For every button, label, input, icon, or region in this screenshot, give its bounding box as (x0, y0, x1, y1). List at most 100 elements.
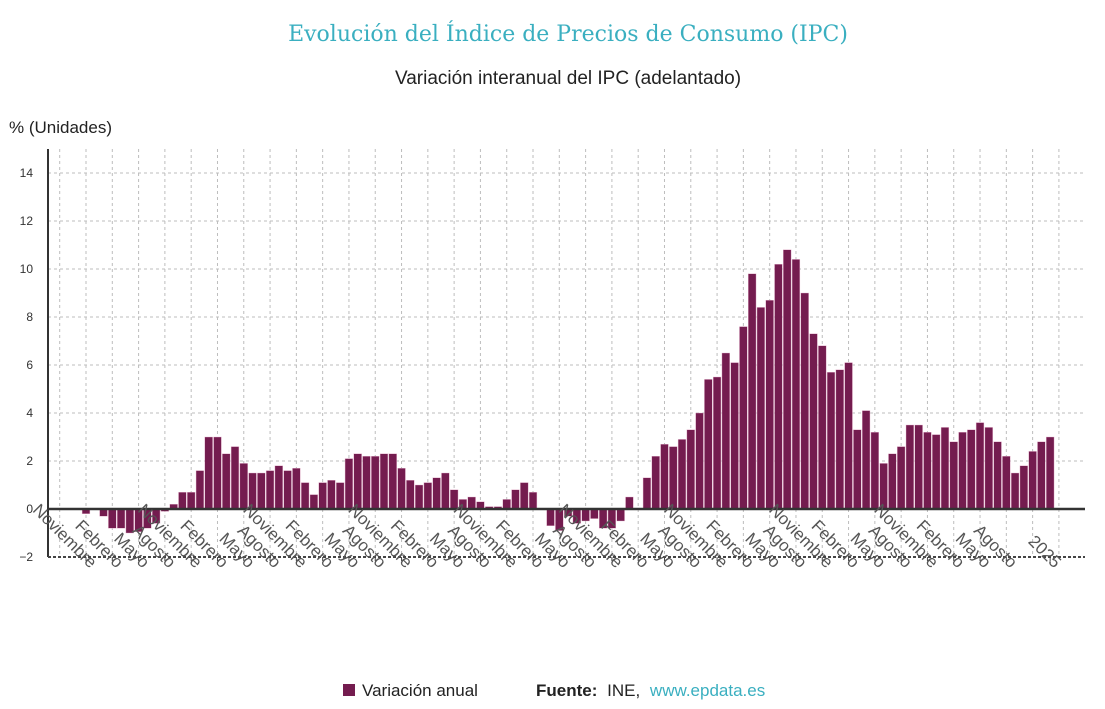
bar[interactable] (861, 410, 871, 510)
bar[interactable] (344, 458, 354, 510)
bar[interactable] (712, 376, 722, 510)
y-tick-labels: −2 0 2 4 6 8 10 12 14 (19, 166, 33, 564)
bar[interactable] (336, 482, 345, 510)
bar[interactable] (844, 362, 853, 510)
bar[interactable] (774, 264, 783, 510)
bar[interactable] (818, 345, 827, 510)
bar[interactable] (318, 482, 327, 510)
y-tick-label: 14 (20, 166, 34, 180)
bar[interactable] (274, 465, 283, 510)
bar[interactable] (388, 453, 397, 510)
bar[interactable] (397, 468, 406, 510)
bar[interactable] (826, 372, 836, 510)
bar[interactable] (835, 369, 844, 510)
bar[interactable] (686, 429, 695, 510)
bar[interactable] (116, 508, 126, 529)
legend-label[interactable]: Variación anual (362, 681, 478, 700)
bar[interactable] (905, 424, 915, 510)
bar[interactable] (301, 482, 310, 510)
bar[interactable] (283, 470, 292, 510)
bar[interactable] (949, 441, 958, 510)
bar[interactable] (178, 492, 187, 510)
bar[interactable] (914, 424, 923, 510)
bar[interactable] (975, 422, 985, 510)
bar[interactable] (783, 249, 792, 510)
bar[interactable] (695, 412, 704, 510)
bar[interactable] (739, 326, 748, 510)
bar[interactable] (1002, 456, 1011, 510)
bar[interactable] (984, 427, 993, 510)
bar[interactable] (809, 333, 818, 510)
bar[interactable] (1010, 472, 1020, 510)
y-tick-label: 6 (26, 358, 33, 372)
bar[interactable] (756, 307, 766, 510)
bar[interactable] (423, 482, 432, 510)
source: Fuente: INE, www.epdata.es (536, 681, 765, 700)
bar[interactable] (520, 482, 529, 510)
chart-subtitle: Variación interanual del IPC (adelantado… (395, 68, 741, 89)
axes (47, 149, 1085, 558)
bar[interactable] (502, 499, 511, 510)
bar[interactable] (625, 496, 634, 510)
bar[interactable] (1046, 436, 1055, 510)
bar[interactable] (327, 480, 336, 510)
legend[interactable]: Variación anual (343, 681, 478, 700)
legend-swatch (343, 684, 355, 696)
bar[interactable] (993, 441, 1002, 510)
bar[interactable] (546, 508, 555, 526)
bar[interactable] (616, 508, 625, 522)
bar[interactable] (932, 434, 941, 510)
bar[interactable] (414, 484, 424, 510)
bar[interactable] (213, 436, 222, 510)
bar[interactable] (1028, 451, 1037, 510)
bar[interactable] (967, 429, 976, 510)
bar[interactable] (800, 292, 809, 510)
bar[interactable] (187, 492, 196, 510)
bar[interactable] (704, 379, 713, 510)
bar[interactable] (257, 472, 266, 510)
bar[interactable] (204, 436, 213, 510)
bar[interactable] (721, 352, 730, 510)
bar[interactable] (362, 456, 371, 510)
y-tick-label: 0 (26, 502, 33, 516)
bar[interactable] (791, 259, 801, 510)
bar[interactable] (660, 444, 669, 510)
bar[interactable] (406, 480, 415, 510)
bar[interactable] (379, 453, 389, 510)
bar[interactable] (441, 472, 450, 510)
bar[interactable] (642, 477, 652, 510)
bar[interactable] (677, 439, 687, 510)
bar[interactable] (940, 427, 950, 510)
source-label: Fuente: (536, 681, 597, 700)
bar[interactable] (195, 470, 205, 510)
bar[interactable] (230, 446, 240, 510)
y-axis-label: % (Unidades) (9, 118, 112, 137)
bar[interactable] (958, 432, 967, 510)
bar[interactable] (1037, 441, 1046, 510)
bar[interactable] (239, 463, 248, 510)
bar[interactable] (923, 432, 932, 510)
source-link[interactable]: www.epdata.es (649, 681, 765, 700)
bar[interactable] (528, 492, 538, 510)
bar[interactable] (870, 432, 879, 510)
bar[interactable] (730, 362, 739, 510)
bar[interactable] (309, 494, 318, 510)
bar[interactable] (590, 508, 599, 519)
bar[interactable] (371, 456, 380, 510)
bar[interactable] (888, 453, 897, 510)
bar[interactable] (897, 446, 906, 510)
bar[interactable] (651, 456, 660, 510)
bar[interactable] (748, 273, 757, 510)
bar[interactable] (292, 468, 301, 510)
y-tick-label: 12 (20, 214, 34, 228)
bar[interactable] (853, 429, 862, 510)
bar[interactable] (265, 470, 275, 510)
bar[interactable] (222, 453, 231, 510)
bar[interactable] (1019, 465, 1028, 510)
bar[interactable] (108, 508, 117, 529)
bar[interactable] (765, 300, 774, 510)
y-tick-label: −2 (19, 550, 33, 564)
bar[interactable] (432, 477, 441, 510)
bar[interactable] (511, 489, 520, 510)
